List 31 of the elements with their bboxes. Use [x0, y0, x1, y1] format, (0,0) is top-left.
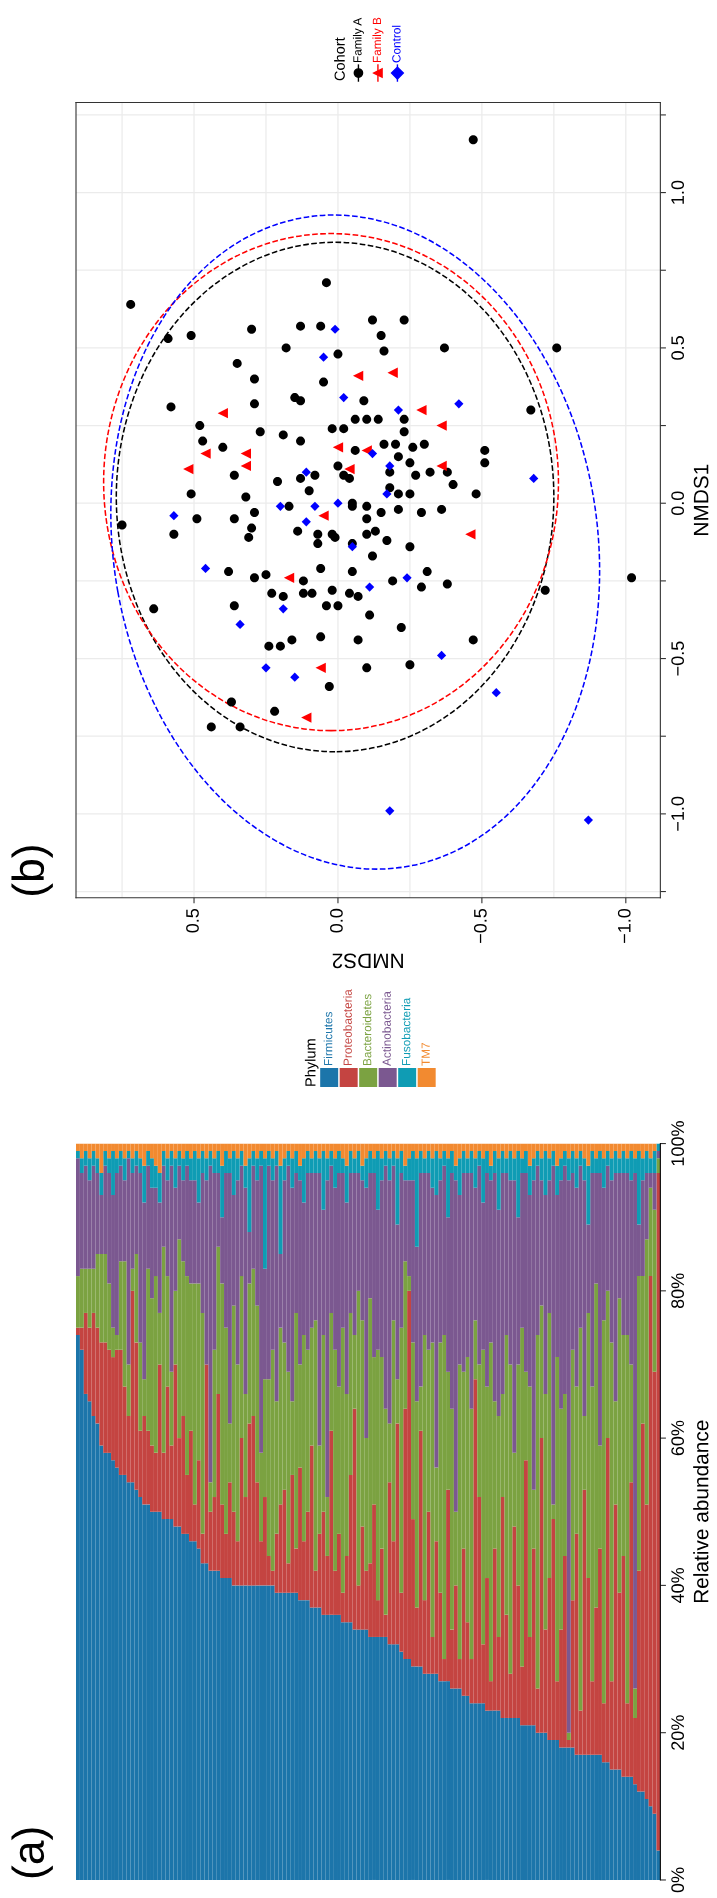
- y-tick-label: −1.0: [671, 796, 685, 831]
- text: (b): [11, 846, 53, 895]
- text: TM7: [421, 1042, 430, 1066]
- y-tick-label: 100%: [671, 1121, 685, 1166]
- y-axis-title: Relative abundance: [693, 1420, 709, 1603]
- x-tick-label: 0.5: [186, 908, 199, 933]
- x-axis-title: NMDS2: [332, 953, 403, 969]
- y-tick-label: 0%: [671, 1867, 685, 1893]
- text: Firmicutes: [323, 1011, 333, 1066]
- y-tick-label: 0.5: [671, 336, 685, 360]
- text: Family A: [352, 17, 364, 63]
- y-tick-label: 80%: [671, 1273, 685, 1309]
- y-tick-label: −0.5: [671, 641, 685, 676]
- legend-title: Phylum: [304, 1039, 319, 1086]
- text: Fusobacteria: [401, 997, 411, 1066]
- text: Actinobacteria: [382, 991, 391, 1066]
- legend-title: Cohort: [334, 37, 345, 81]
- y-tick-label: 60%: [671, 1420, 685, 1456]
- text: (a): [11, 1828, 53, 1878]
- text: Control: [391, 25, 401, 63]
- x-tick-label: −0.5: [473, 908, 487, 943]
- x-tick-label: −1.0: [617, 908, 631, 943]
- y-tick-label: 40%: [671, 1567, 685, 1604]
- text: Bacteroidetes: [362, 994, 372, 1066]
- text: Family B: [372, 17, 384, 63]
- y-tick-label: 0.0: [671, 491, 685, 516]
- y-axis-title: NMDS1: [693, 464, 709, 535]
- y-tick-label: 20%: [671, 1715, 685, 1750]
- x-tick-label: 0.0: [330, 908, 343, 933]
- text: Proteobacteria: [343, 989, 352, 1066]
- y-tick-label: 1.0: [671, 180, 685, 204]
